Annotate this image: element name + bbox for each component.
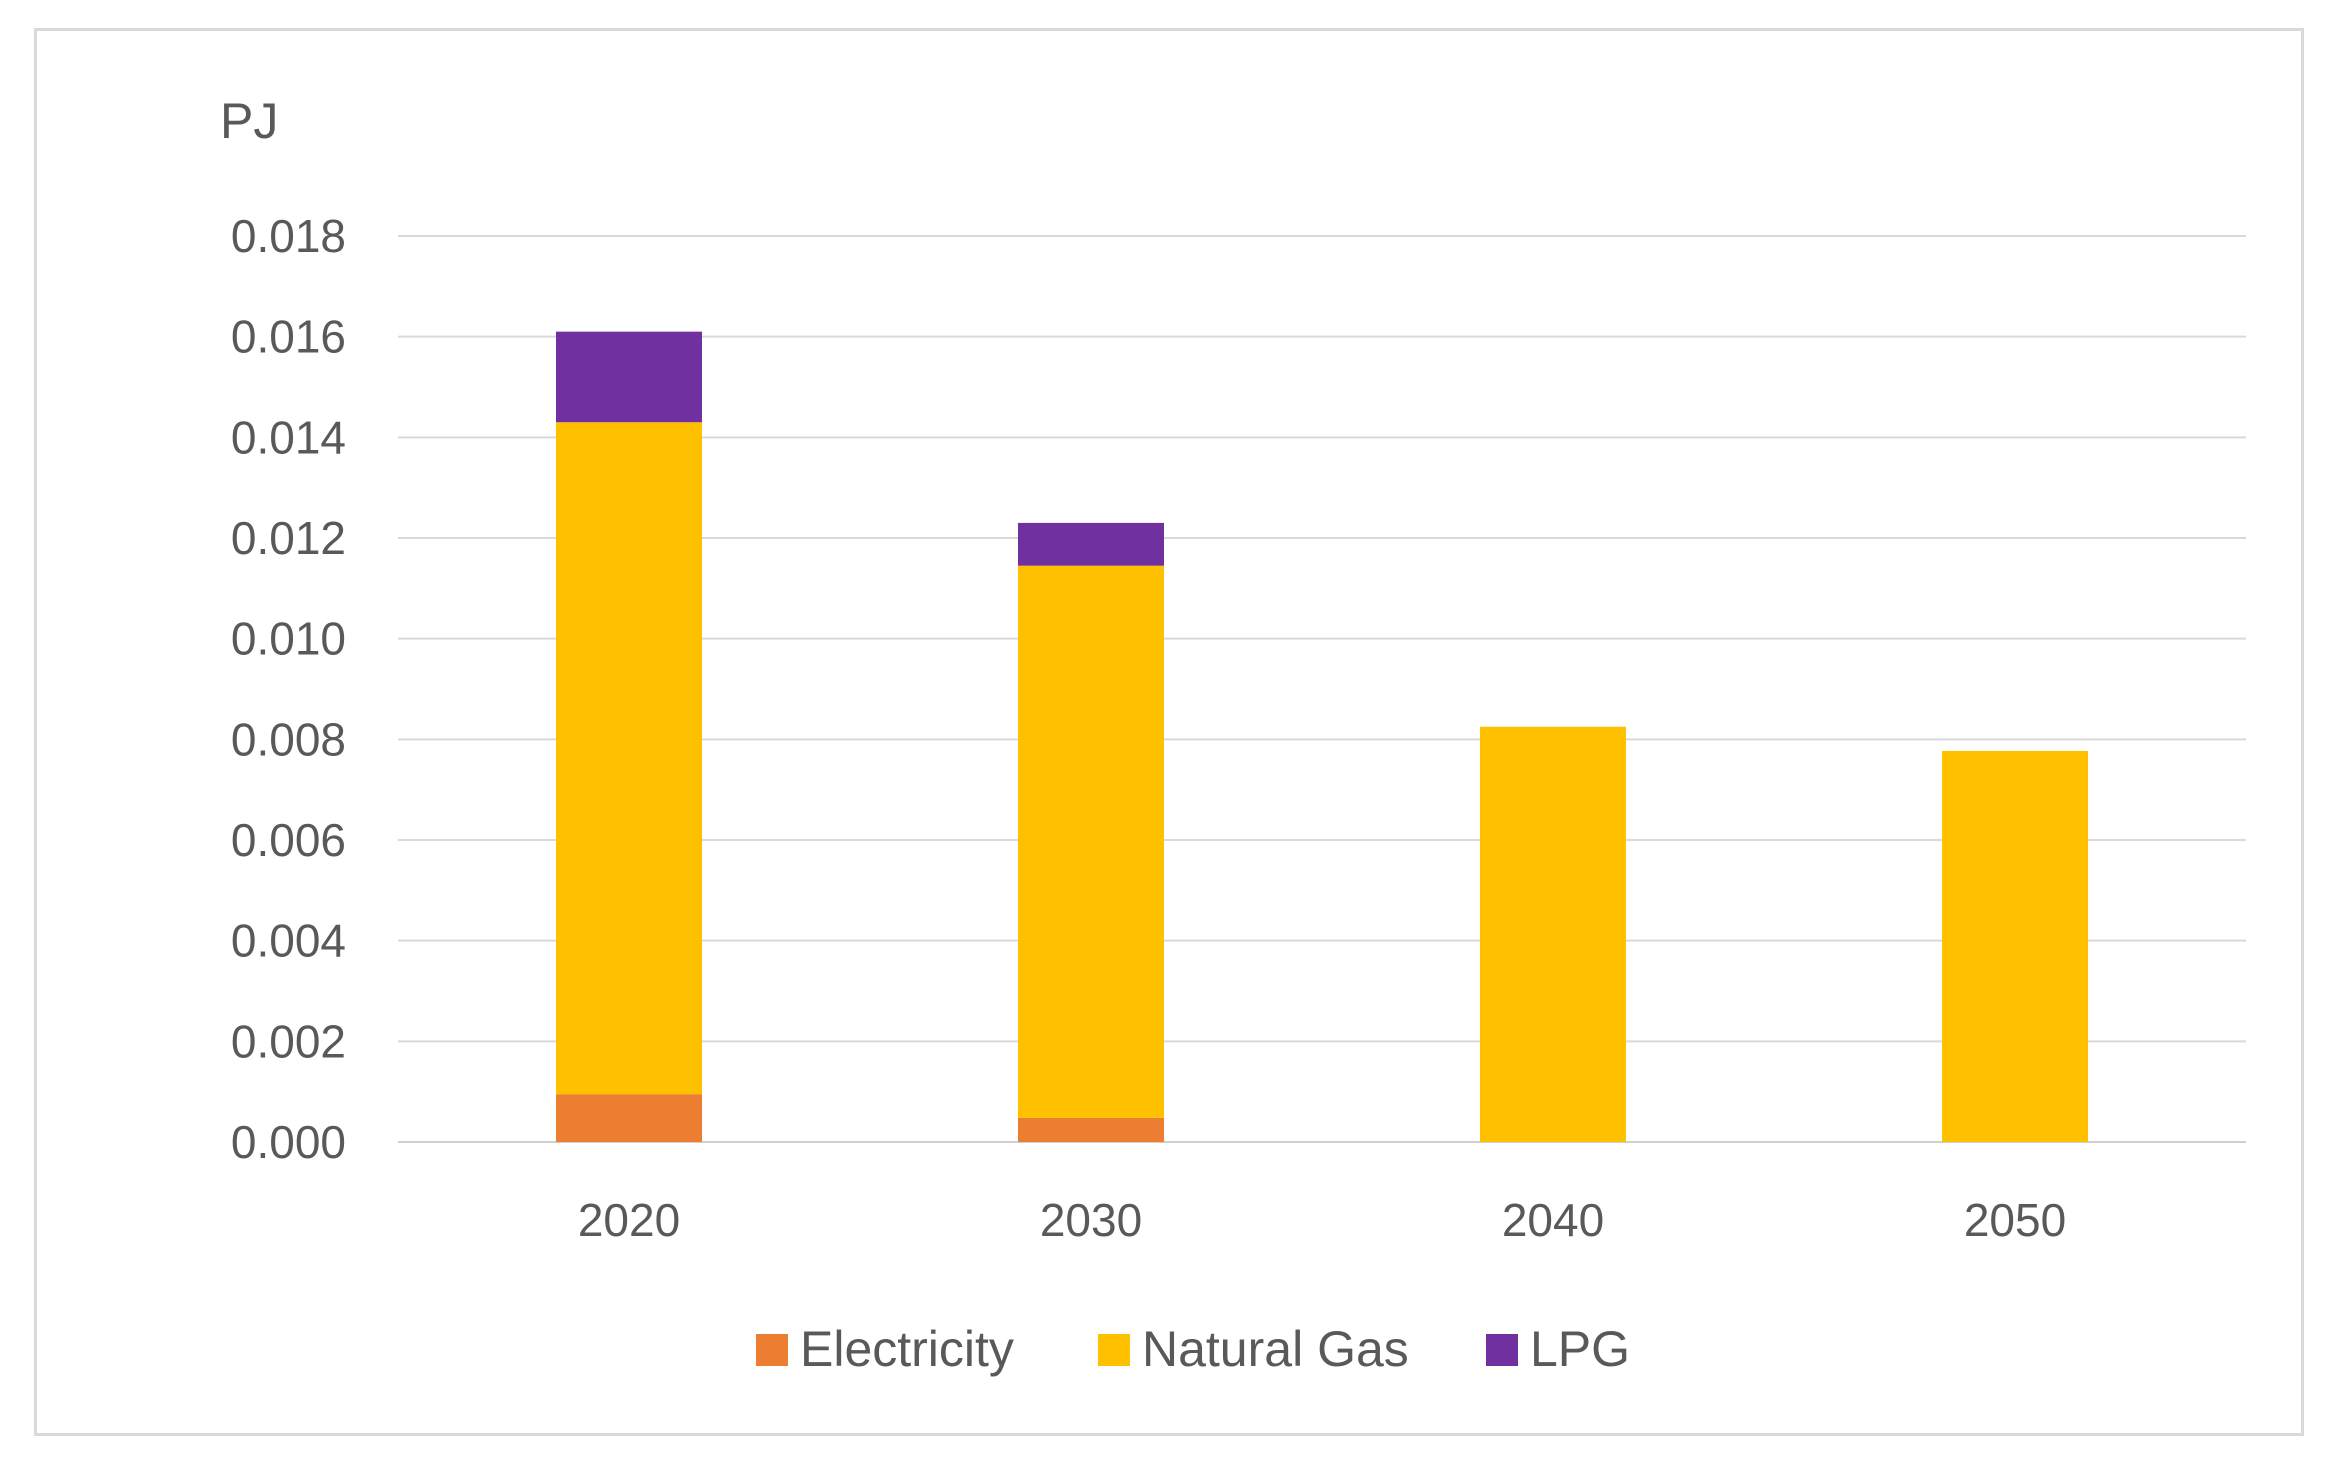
- bar-natural-gas-2050: [1942, 750, 2088, 1142]
- x-tick-label: 2020: [578, 1194, 680, 1246]
- y-tick-label: 0.004: [231, 915, 346, 967]
- y-tick-label: 0.016: [231, 311, 346, 363]
- y-tick-label: 0.006: [231, 814, 346, 866]
- y-tick-label: 0.000: [231, 1116, 346, 1168]
- y-tick-label: 0.018: [231, 210, 346, 262]
- legend-label-electricity: Electricity: [800, 1321, 1014, 1377]
- bars: [556, 331, 2088, 1142]
- y-tick-label: 0.012: [231, 512, 346, 564]
- x-tick-label: 2050: [1964, 1194, 2066, 1246]
- y-tick-label: 0.010: [231, 613, 346, 665]
- y-tick-label: 0.008: [231, 713, 346, 765]
- legend-swatch-natural-gas: [1098, 1334, 1130, 1366]
- legend-swatch-lpg: [1486, 1334, 1518, 1366]
- bar-electricity-2020: [556, 1094, 702, 1142]
- bar-natural-gas-2020: [556, 422, 702, 1095]
- bar-electricity-2030: [1018, 1117, 1164, 1142]
- x-tick-label: 2030: [1040, 1194, 1142, 1246]
- chart-frame: [34, 28, 2304, 1436]
- legend: Electricity Natural Gas LPG: [756, 1321, 1630, 1377]
- y-tick-label: 0.014: [231, 411, 346, 463]
- y-tick-label: 0.002: [231, 1015, 346, 1067]
- gridlines: [398, 235, 2246, 1143]
- x-axis-ticks: 2020 2030 2040 2050: [578, 1194, 2066, 1246]
- bar-lpg-2020: [556, 331, 702, 423]
- bar-lpg-2030: [1018, 522, 1164, 566]
- y-axis-ticks: 0.000 0.002 0.004 0.006 0.008 0.010 0.012 0.014…: [231, 210, 346, 1168]
- bar-natural-gas-2040: [1480, 726, 1626, 1142]
- x-tick-label: 2040: [1502, 1194, 1604, 1246]
- legend-swatch-electricity: [756, 1334, 788, 1366]
- y-axis-unit-label: PJ: [220, 93, 278, 149]
- legend-label-natural-gas: Natural Gas: [1142, 1321, 1409, 1377]
- legend-label-lpg: LPG: [1530, 1321, 1630, 1377]
- bar-natural-gas-2030: [1018, 565, 1164, 1118]
